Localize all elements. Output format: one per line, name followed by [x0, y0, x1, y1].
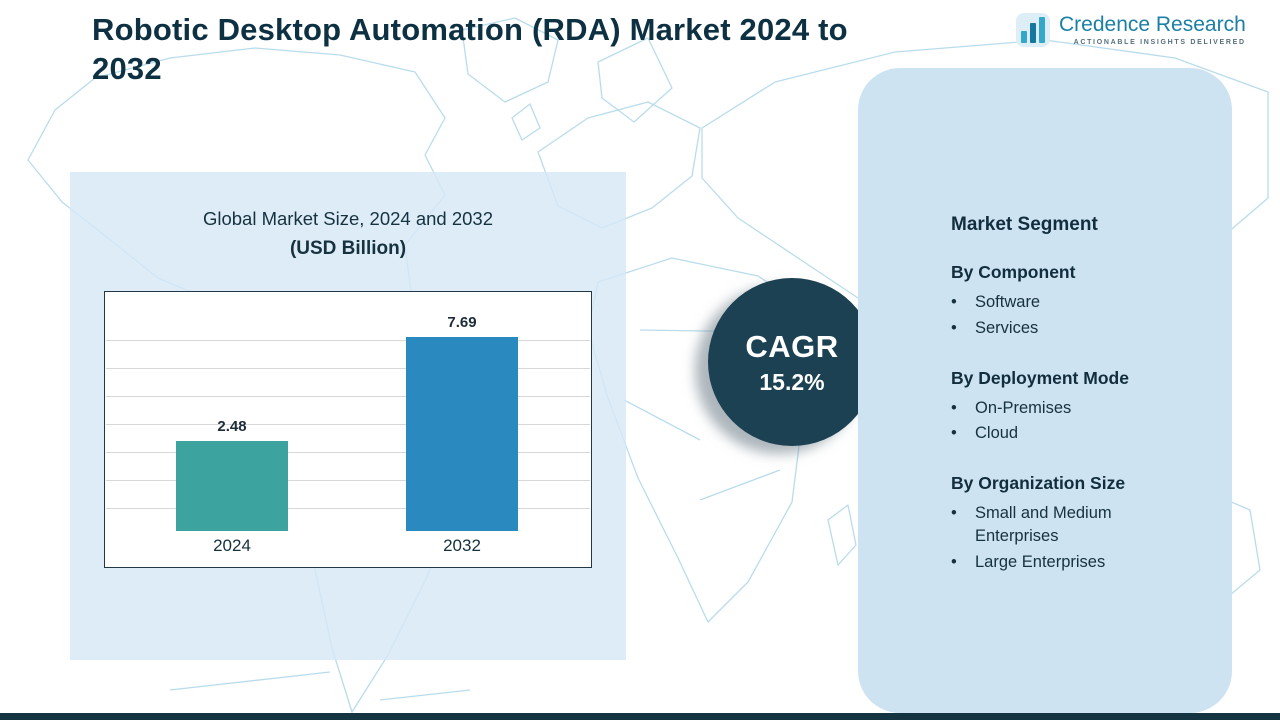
segment-group-title: By Deployment Mode — [951, 367, 1129, 388]
bullet-icon: • — [951, 398, 957, 417]
bar-category-label: 2024 — [213, 536, 251, 555]
list-item-label: Software — [975, 293, 1041, 311]
list-item: • Cloud — [951, 422, 1180, 445]
footer-accent-bar — [0, 713, 1280, 720]
chart-title-line2: (USD Billion) — [289, 238, 407, 259]
bullet-icon: • — [951, 552, 957, 571]
bar-2032 — [406, 337, 518, 531]
brand-text-block: Credence Research Actionable Insights De… — [1059, 13, 1246, 46]
list-item: • Large Enterprises — [951, 551, 1180, 574]
gridline — [106, 480, 590, 481]
market-segment-panel: Market Segment By Component • Software • S… — [858, 68, 1232, 713]
market-size-chart-panel: Global Market Size, 2024 and 2032 (USD B… — [70, 172, 626, 660]
cagr-label: CAGR — [745, 328, 839, 364]
brand-name: Credence Research — [1059, 13, 1246, 36]
bar-value-label: 2.48 — [217, 418, 247, 435]
bullet-icon: • — [951, 293, 957, 311]
gridline — [106, 452, 590, 453]
bar-category-label: 2032 — [443, 536, 481, 555]
list-item: • Software — [951, 291, 1180, 314]
gridline — [106, 368, 590, 369]
list-item-label: On-Premises — [975, 398, 1072, 417]
segment-heading: Market Segment — [951, 214, 1098, 235]
list-item-label: Cloud — [975, 424, 1019, 443]
chart-title-line1: Global Market Size, 2024 and 2032 — [202, 208, 494, 229]
bar-value-label: 7.69 — [447, 314, 477, 331]
gridline — [106, 424, 590, 425]
list-item-label: Services — [975, 318, 1039, 337]
list-item-label: Small and Medium Enterprises — [975, 504, 1112, 545]
cagr-badge: CAGR 15.2% — [708, 278, 876, 446]
segment-group-title: By Component — [951, 262, 1076, 282]
list-item: • Services — [951, 317, 1180, 340]
segment-list: • Software • Services — [951, 291, 1180, 340]
segment-group-component: By Component • Software • Services — [951, 262, 1180, 340]
segment-group-title: By Organization Size — [951, 473, 1126, 494]
list-item: • Small and Medium Enterprises — [951, 502, 1180, 548]
bullet-icon: • — [951, 318, 957, 337]
segment-group-organization: By Organization Size • Small and Medium E… — [951, 473, 1180, 573]
bullet-icon: • — [951, 424, 957, 443]
segment-group-deployment: By Deployment Mode • On-Premises • Cloud — [951, 368, 1180, 446]
bar-column-2024: 2.48 2024 — [176, 418, 288, 555]
segment-list: • Small and Medium Enterprises • Large Ent… — [951, 502, 1180, 573]
gridline — [106, 396, 590, 397]
gridline — [106, 340, 590, 341]
bar-column-2032: 7.69 2032 — [406, 314, 518, 555]
bar-chart-logo-icon — [1016, 13, 1050, 47]
bar-chart: 2.48 2024 7.69 2032 — [104, 291, 592, 568]
segment-list: • On-Premises • Cloud — [951, 397, 1180, 446]
cagr-value: 15.2% — [759, 368, 825, 395]
page-title: Robotic Desktop Automation (RDA) Market … — [92, 12, 848, 87]
list-item-label: Large Enterprises — [975, 552, 1106, 571]
gridline — [106, 508, 590, 509]
brand-logo: Credence Research Actionable Insights De… — [1016, 13, 1246, 47]
bullet-icon: • — [951, 504, 957, 523]
brand-tagline: Actionable Insights Delivered — [1073, 39, 1246, 47]
bar-2024 — [176, 441, 288, 531]
list-item: • On-Premises — [951, 397, 1180, 420]
